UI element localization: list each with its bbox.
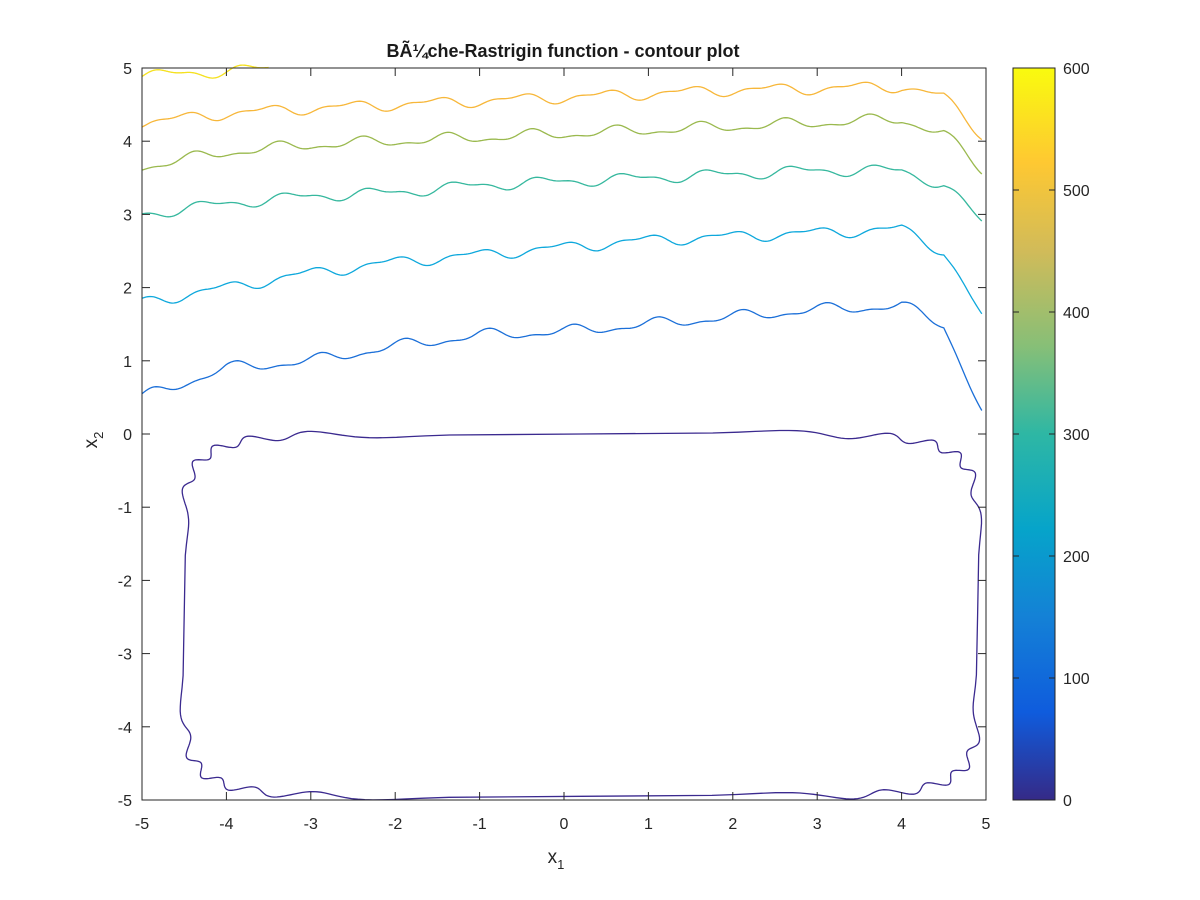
colorbar-tick-label: 600 — [1063, 61, 1090, 78]
y-tick-label: 2 — [123, 281, 132, 298]
colorbar-tick-label: 200 — [1063, 549, 1090, 566]
y-tick-label: -2 — [118, 573, 132, 590]
y-tick-label: 0 — [123, 427, 132, 444]
x-axis-ticks: -5 -4 -3 -2 -1 0 1 2 3 4 5 — [135, 68, 991, 833]
contour-level-150 — [141, 301, 983, 411]
colorbar-tick-label: 400 — [1063, 305, 1090, 322]
x-tick-label: -2 — [388, 816, 402, 833]
contour-level-250 — [141, 224, 983, 315]
chart-title: BÃ¼che-Rastrigin function - contour plot — [387, 40, 740, 61]
contour-level-450 — [141, 113, 983, 175]
x-tick-label: 1 — [644, 816, 653, 833]
plot-border — [141, 67, 987, 801]
y-tick-label: 1 — [123, 354, 132, 371]
x-tick-label: -1 — [472, 816, 486, 833]
colorbar-tick-label: 300 — [1063, 427, 1090, 444]
contour-level-600 — [141, 64, 269, 79]
y-axis-ticks: -5 -4 -3 -2 -1 0 1 2 3 4 5 — [118, 61, 986, 810]
contour-level-350 — [141, 164, 983, 222]
y-axis-label: x2 — [81, 432, 106, 449]
contour-level-50 — [179, 429, 983, 801]
y-tick-label: -5 — [118, 793, 132, 810]
x-axis-label-subscript: 1 — [557, 857, 564, 872]
colorbar-tick-label: 100 — [1063, 671, 1090, 688]
y-tick-label: 4 — [123, 134, 132, 151]
colorbar-tick-label: 500 — [1063, 183, 1090, 200]
x-tick-label: 2 — [728, 816, 737, 833]
y-tick-label: -1 — [118, 500, 132, 517]
y-tick-label: 5 — [123, 61, 132, 78]
colorbar-ticks: 0 100 200 300 400 500 600 — [1013, 61, 1090, 810]
y-axis-label-base: x — [81, 438, 102, 448]
x-tick-label: 4 — [897, 816, 906, 833]
x-tick-label: -5 — [135, 816, 149, 833]
colorbar: 0 100 200 300 400 500 600 — [1012, 61, 1090, 810]
x-tick-label: -3 — [304, 816, 318, 833]
x-tick-label: -4 — [219, 816, 233, 833]
contour-lines — [141, 64, 983, 801]
y-tick-label: -3 — [118, 647, 132, 664]
colorbar-gradient — [1012, 67, 1056, 801]
contour-level-550 — [141, 81, 983, 141]
plot-area: -5 -4 -3 -2 -1 0 1 2 3 4 5 -5 -4 -3 -2 -1 0 1 2 3 4 5 — [118, 61, 991, 833]
x-axis-label: x1 — [548, 847, 565, 872]
y-axis-label-subscript: 2 — [91, 432, 106, 439]
x-tick-label: 0 — [560, 816, 569, 833]
colorbar-tick-label: 0 — [1063, 793, 1072, 810]
y-tick-label: 3 — [123, 207, 132, 224]
x-tick-label: 3 — [813, 816, 822, 833]
x-axis-label-base: x — [548, 847, 558, 868]
x-tick-label: 5 — [982, 816, 991, 833]
y-tick-label: -4 — [118, 720, 132, 737]
